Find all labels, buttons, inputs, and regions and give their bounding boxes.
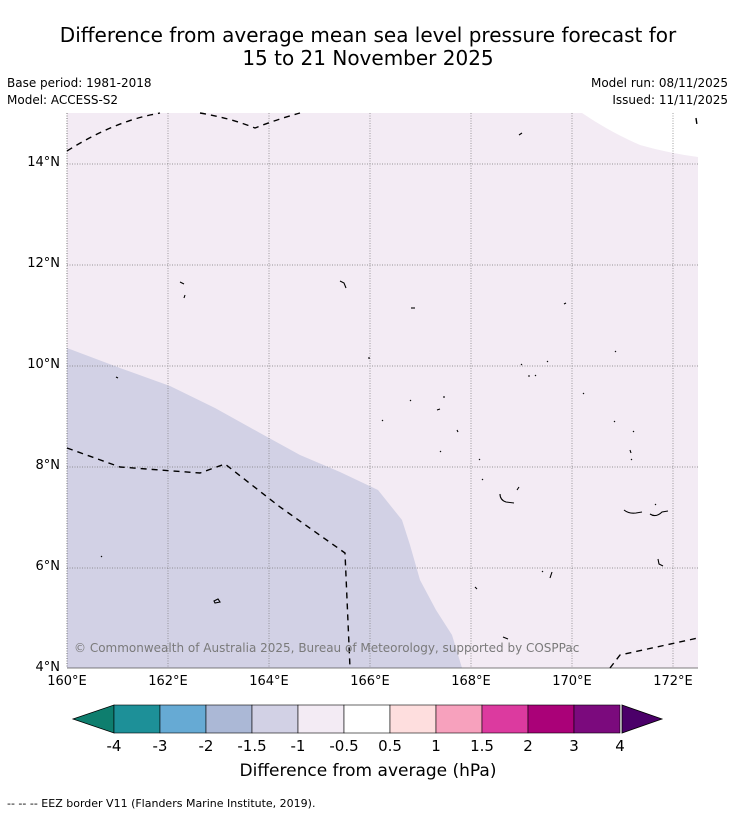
island-atoll bbox=[179, 281, 186, 299]
colorbar-segment bbox=[481, 704, 529, 734]
island-atoll bbox=[115, 376, 119, 379]
colorbar-segment bbox=[527, 704, 575, 734]
colorbar-tick-label: -4 bbox=[106, 737, 122, 755]
lat-label: 6°N bbox=[35, 559, 61, 574]
colorbar-tick-label: 4 bbox=[615, 737, 625, 755]
model-run: Model run: 08/11/2025 bbox=[590, 76, 728, 90]
anomaly-shading-lower-left bbox=[67, 348, 462, 668]
lon-label: 164°E bbox=[249, 674, 289, 689]
map-title-line2: 15 to 21 November 2025 bbox=[242, 46, 494, 70]
lon-label: 166°E bbox=[350, 674, 390, 689]
island-atoll bbox=[541, 570, 553, 579]
colorbar-tick-label: -3 bbox=[152, 737, 168, 755]
lon-label: 168°E bbox=[451, 674, 491, 689]
island-atoll bbox=[381, 396, 459, 433]
eez-legend: -- -- -- EEZ border V11 (Flanders Marine… bbox=[7, 797, 316, 810]
colorbar-tick-label: -0.5 bbox=[329, 737, 359, 755]
lat-label: 12°N bbox=[27, 256, 60, 271]
colorbar-extend-low bbox=[71, 704, 115, 734]
eez-border-southeast bbox=[609, 637, 699, 669]
colorbar-tick-label: 2 bbox=[523, 737, 533, 755]
map-title-line1: Difference from average mean sea level p… bbox=[59, 23, 677, 47]
colorbar-segment bbox=[113, 704, 161, 734]
island-atoll bbox=[339, 280, 347, 289]
island-atoll bbox=[213, 598, 221, 604]
copyright-notice: © Commonwealth of Australia 2025, Bureau… bbox=[74, 641, 580, 655]
island-atoll bbox=[614, 350, 617, 353]
island-atoll bbox=[563, 302, 567, 305]
eez-border-north bbox=[66, 112, 301, 152]
lat-label: 10°N bbox=[27, 357, 60, 372]
lon-label: 162°E bbox=[148, 674, 188, 689]
eez-borders bbox=[66, 112, 699, 669]
lat-label: 4°N bbox=[35, 660, 61, 675]
colorbar-title: Difference from average (hPa) bbox=[239, 761, 497, 781]
colorbar-tick-label: 0.5 bbox=[378, 737, 402, 755]
lon-label: 172°E bbox=[653, 674, 693, 689]
eez-border-west bbox=[66, 447, 351, 669]
colorbar-segment bbox=[159, 704, 207, 734]
model-name: Model: ACCESS-S2 bbox=[7, 93, 119, 107]
anomaly-white-pocket bbox=[582, 113, 698, 157]
colorbar-segment bbox=[435, 704, 483, 734]
gridlines bbox=[67, 113, 698, 668]
lon-label: 160°E bbox=[47, 674, 87, 689]
islands bbox=[100, 132, 669, 640]
island-atoll bbox=[439, 450, 484, 481]
colorbar-tick-label: -1.5 bbox=[237, 737, 267, 755]
colorbar-tick-label: 1 bbox=[431, 737, 441, 755]
colorbar-tick-label: -2 bbox=[198, 737, 214, 755]
island-atoll bbox=[474, 586, 509, 640]
colorbar-tick-label: -1 bbox=[290, 737, 306, 755]
colorbar-tick-label: 3 bbox=[569, 737, 579, 755]
lat-label: 14°N bbox=[27, 155, 60, 170]
island-atoll bbox=[518, 132, 523, 136]
colorbar-segment bbox=[343, 704, 391, 734]
colorbar-tick-label: 1.5 bbox=[470, 737, 494, 755]
lon-label: 170°E bbox=[552, 674, 592, 689]
colorbar-segment bbox=[389, 704, 437, 734]
island-atoll bbox=[520, 360, 549, 377]
colorbar bbox=[71, 704, 664, 734]
island-atoll bbox=[582, 392, 635, 433]
colorbar-segment bbox=[297, 704, 345, 734]
colorbar-segment bbox=[251, 704, 299, 734]
colorbar-extend-high bbox=[621, 704, 664, 734]
base-period: Base period: 1981-2018 bbox=[7, 76, 152, 90]
island-atoll bbox=[623, 503, 669, 517]
island-atoll bbox=[499, 486, 520, 504]
issued-date: Issued: 11/11/2025 bbox=[612, 93, 728, 107]
island-atoll bbox=[629, 449, 633, 461]
island-atoll bbox=[100, 555, 664, 567]
colorbar-segment bbox=[205, 704, 253, 734]
colorbar-segment bbox=[573, 704, 621, 734]
eez-border-top-right-stub bbox=[695, 117, 698, 126]
lat-label: 8°N bbox=[35, 458, 61, 473]
